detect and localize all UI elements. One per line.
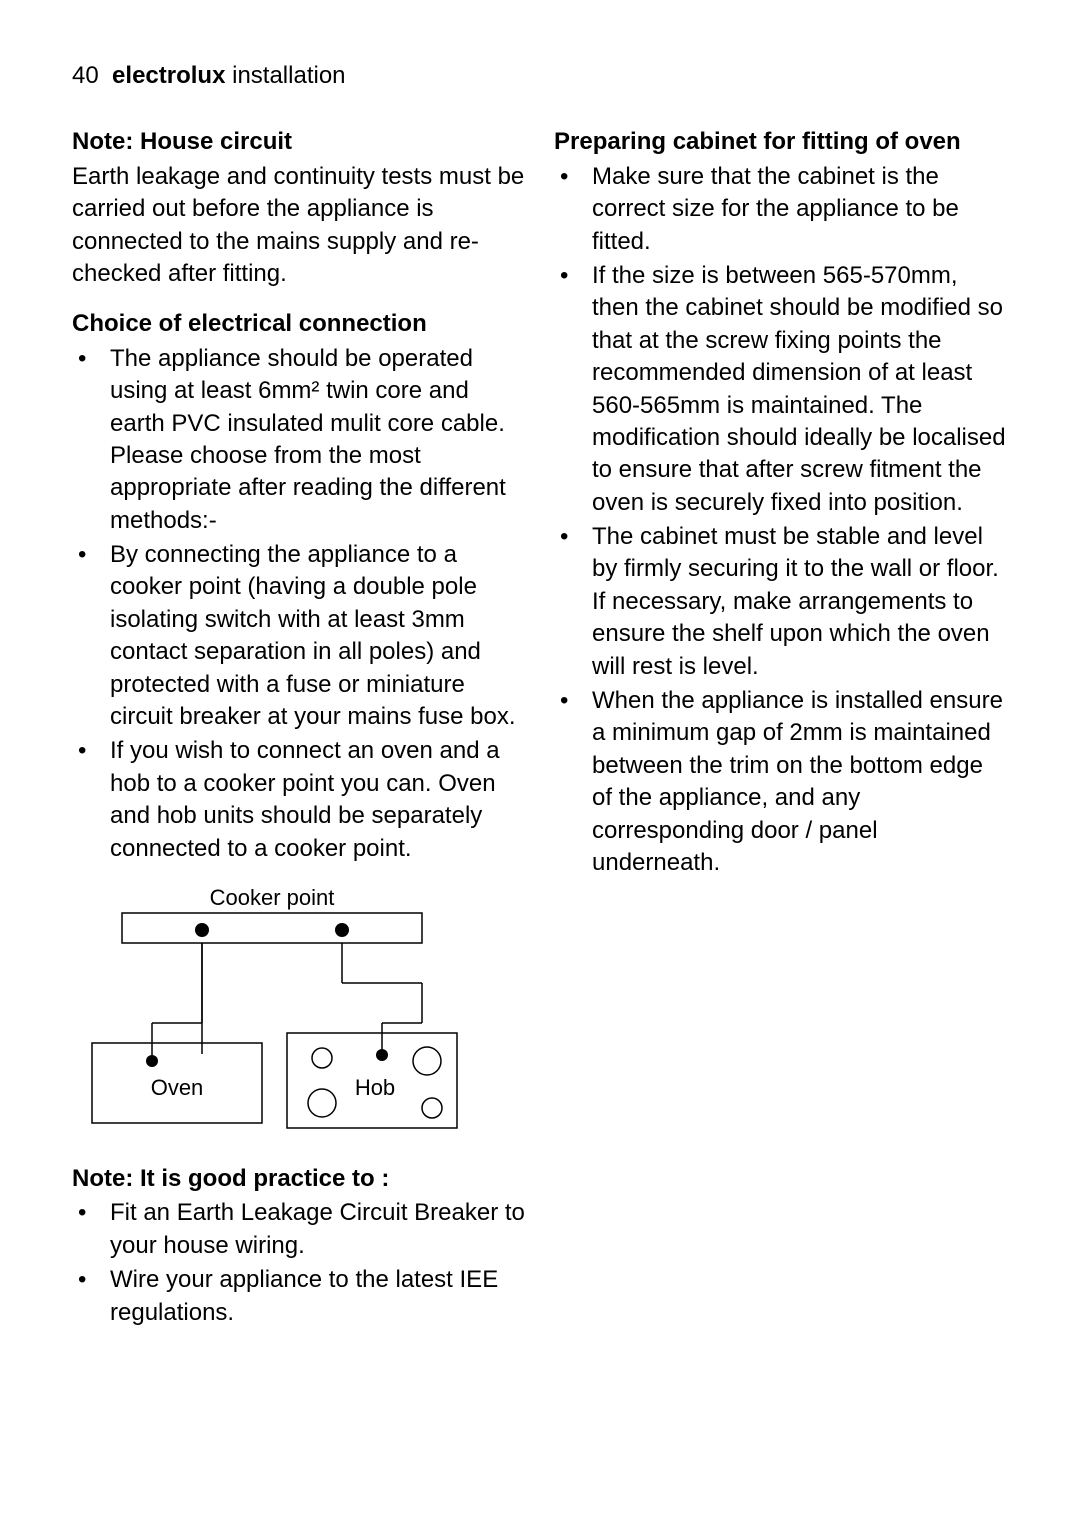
prep-cabinet-title: Preparing cabinet for fitting of oven (554, 126, 1008, 158)
good-practice-list: Fit an Earth Leakage Circuit Breaker to … (72, 1197, 526, 1329)
page-number: 40 (72, 62, 99, 89)
svg-text:Cooker point: Cooker point (210, 885, 335, 910)
choice-electrical-title: Choice of electrical connection (72, 308, 526, 340)
list-item: The appliance should be operated using a… (72, 343, 526, 537)
left-column: Note: House circuit Earth leakage and co… (72, 120, 526, 1347)
note-house-circuit-title: Note: House circuit (72, 126, 526, 158)
right-column: Preparing cabinet for fitting of oven Ma… (554, 120, 1008, 1347)
list-item: Make sure that the cabinet is the correc… (554, 161, 1008, 258)
list-item: By connecting the appliance to a cooker … (72, 539, 526, 733)
list-item: Fit an Earth Leakage Circuit Breaker to … (72, 1197, 526, 1262)
list-item: When the appliance is installed ensure a… (554, 685, 1008, 879)
good-practice-title: Note: It is good practice to : (72, 1163, 526, 1195)
prep-cabinet-list: Make sure that the cabinet is the correc… (554, 161, 1008, 880)
diagram-svg: Cooker point Oven Hob (72, 883, 472, 1143)
list-item: The cabinet must be stable and level by … (554, 521, 1008, 683)
list-item: If you wish to connect an oven and a hob… (72, 735, 526, 865)
list-item: Wire your appliance to the latest IEE re… (72, 1264, 526, 1329)
wiring-diagram: Cooker point Oven Hob (72, 883, 526, 1143)
section-name: installation (232, 62, 345, 89)
content-columns: Note: House circuit Earth leakage and co… (72, 120, 1008, 1347)
page-header: 40 electrolux installation (72, 60, 1008, 92)
svg-text:Oven: Oven (151, 1075, 204, 1100)
choice-electrical-list: The appliance should be operated using a… (72, 343, 526, 865)
svg-text:Hob: Hob (355, 1075, 395, 1100)
note-house-circuit-body: Earth leakage and continuity tests must … (72, 161, 526, 291)
brand: electrolux (112, 62, 225, 89)
list-item: If the size is between 565-570mm, then t… (554, 260, 1008, 519)
